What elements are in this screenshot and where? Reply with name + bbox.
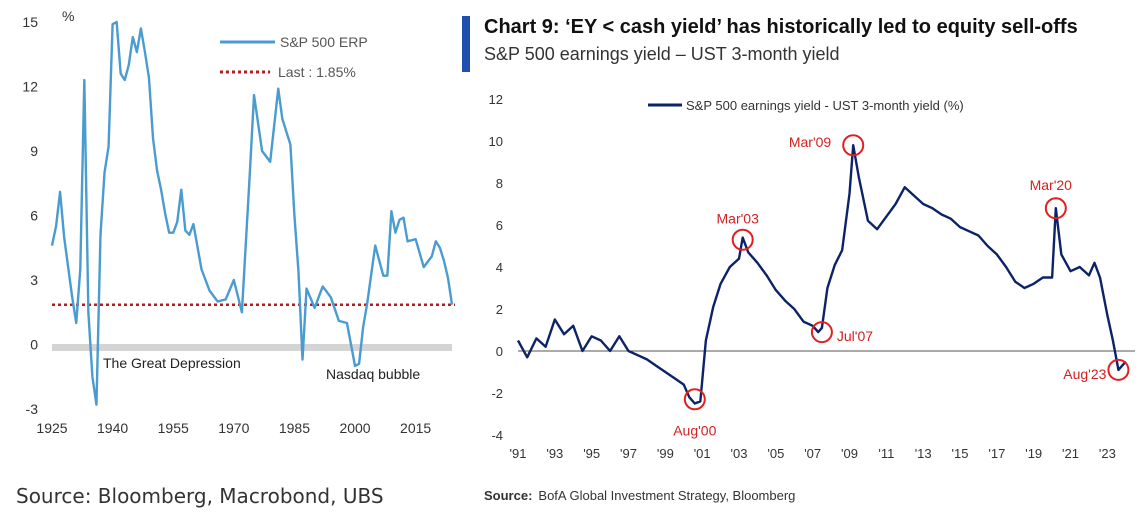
left-x-tick-label: 1970 [218,420,249,436]
left-y-tick-label: 3 [30,272,38,288]
left-y-tick-label: 15 [22,14,38,30]
right-x-tick-label: '97 [620,446,637,461]
annotation-label: Aug'23 [1063,366,1106,382]
annotation-great-depression: The Great Depression [103,355,241,371]
right-x-tick-label: '13 [915,446,932,461]
right-legend-label: S&P 500 earnings yield - UST 3-month yie… [686,98,964,113]
right-x-tick-label: '99 [657,446,674,461]
right-source-label: Source: [484,488,533,503]
left-y-tick-label: 0 [30,337,38,353]
right-x-tick-label: '01 [694,446,711,461]
annotation-label: Mar'03 [717,211,760,227]
right-chart-subtitle: S&P 500 earnings yield – UST 3-month yie… [484,44,840,64]
right-y-tick-label: 4 [496,260,503,275]
right-x-tick-label: '17 [988,446,1005,461]
right-y-tick-label: 0 [496,344,503,359]
left-x-tick-label: 1940 [97,420,128,436]
right-x-tick-label: '93 [546,446,563,461]
annotation-nasdaq-bubble: Nasdaq bubble [326,366,420,382]
right-source-text: BofA Global Investment Strategy, Bloombe… [538,488,796,503]
left-legend-series-label: S&P 500 ERP [280,34,368,50]
left-x-tick-label: 2015 [400,420,431,436]
annotation-label: Mar'09 [789,134,832,150]
annotation-circle [731,228,754,251]
right-x-tick-label: '09 [841,446,858,461]
left-x-tick-label: 1955 [158,420,189,436]
annotation-label: Aug'00 [673,422,716,438]
right-ey-spread-series-line [516,143,1127,405]
annotation-circle [810,321,833,344]
right-source-note: Source: BofA Global Investment Strategy, … [484,488,795,503]
right-y-tick-label: 12 [489,92,503,107]
right-x-tick-label: '21 [1062,446,1079,461]
annotation-circle [1107,358,1130,381]
annotation-circle [683,388,706,411]
right-y-tick-label: 6 [496,218,503,233]
left-y-tick-label: -3 [26,401,39,417]
right-x-tick-label: '19 [1025,446,1042,461]
right-x-tick-label: '03 [731,446,748,461]
right-x-tick-label: '23 [1099,446,1116,461]
annotation-circle [1044,197,1067,220]
left-x-tick-label: 2000 [339,420,370,436]
title-accent-bar [462,16,470,72]
right-y-tick-label: 10 [489,134,503,149]
right-y-tick-label: 8 [496,176,503,191]
left-x-tick-labels: 1925 1940 1955 1970 1985 2000 2015 [36,420,431,436]
right-x-tick-label: '95 [583,446,600,461]
right-chart-title: Chart 9: ‘EY < cash yield’ has historica… [484,16,1078,38]
left-y-axis-unit: % [62,8,74,24]
left-y-tick-label: 9 [30,143,38,159]
left-x-tick-label: 1925 [36,420,67,436]
right-y-tick-label: -4 [491,428,503,443]
right-x-tick-label: '07 [804,446,821,461]
left-legend-last-label: Last : 1.85% [278,64,356,80]
annotation-label: Mar'20 [1030,177,1073,193]
right-x-tick-label: '05 [767,446,784,461]
left-x-tick-label: 1985 [279,420,310,436]
right-y-tick-label: -2 [491,386,503,401]
right-x-tick-labels: '91 '93 '95 '97 '99 '01 '03 '05 '07 '09 '11 '13 '15 '… [510,446,1116,461]
left-y-tick-label: 12 [22,79,38,95]
left-y-tick-labels: 15 12 9 6 3 0 -3 [22,14,38,417]
right-y-tick-label: 2 [496,302,503,317]
right-annotations: Aug'00 Mar'03 Jul'07 Mar'09 Mar'20 Aug'23 [673,134,1130,438]
annotation-label: Jul'07 [837,328,873,344]
right-x-tick-label: '91 [510,446,527,461]
right-x-tick-label: '11 [878,446,894,461]
right-y-tick-labels: 12 10 8 6 4 2 0 -2 -4 [489,92,503,443]
annotation-circle [842,134,865,157]
right-chart: 12 10 8 6 4 2 0 -2 -4 '91 '93 '95 '97 '99 '01 '03 '05 '0… [489,92,1135,461]
left-y-tick-label: 6 [30,208,38,224]
left-source-note: Source: Bloomberg, Macrobond, UBS [16,484,384,508]
left-erp-series-line [50,20,454,406]
left-zero-band [52,344,452,351]
right-x-tick-label: '15 [952,446,969,461]
